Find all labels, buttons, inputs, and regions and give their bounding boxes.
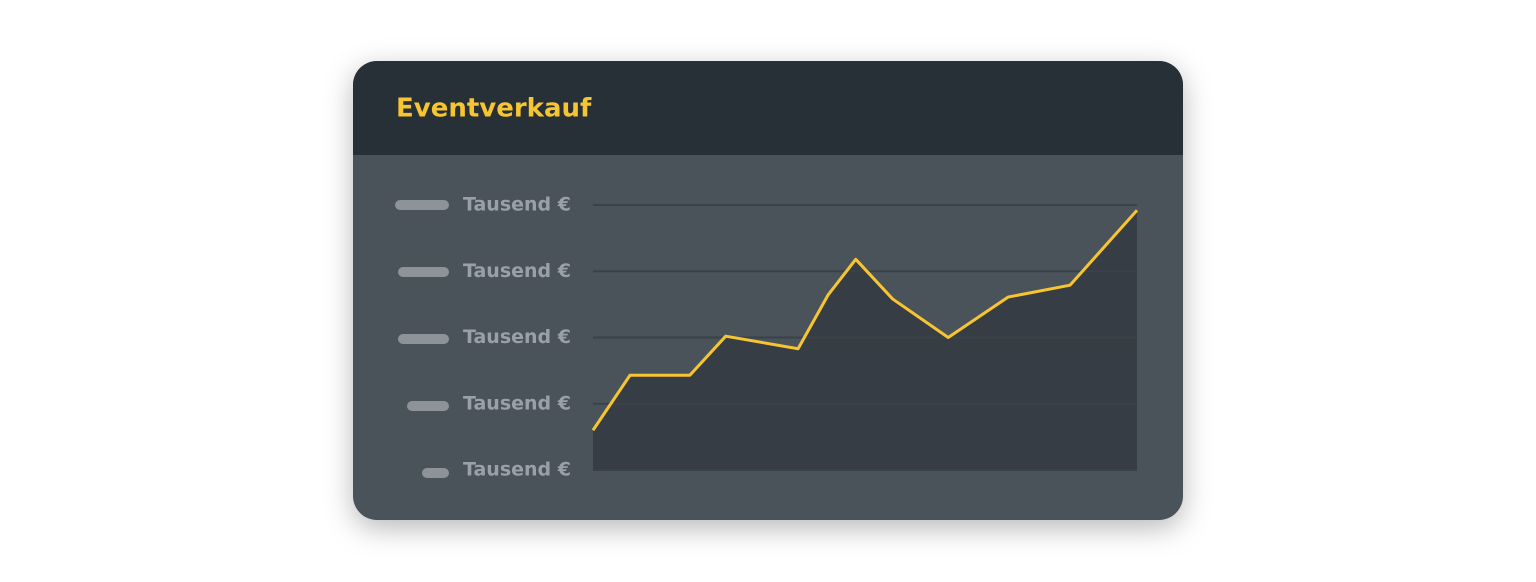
card-header	[353, 61, 1183, 155]
placeholder-pill	[398, 267, 449, 277]
placeholder-pill	[395, 200, 449, 210]
y-tick-label: Tausend €	[463, 326, 571, 348]
chart-title: Eventverkauf	[396, 94, 592, 124]
y-tick-label: Tausend €	[463, 260, 571, 282]
area	[593, 210, 1137, 471]
placeholders	[395, 200, 449, 478]
placeholder-pill	[398, 334, 449, 344]
y-tick-label: Tausend €	[463, 459, 571, 481]
y-tick-label: Tausend €	[463, 392, 571, 414]
placeholder-pill	[407, 401, 449, 411]
line	[591, 209, 1139, 432]
plot: Tausend € Tausend € Tausend € Tausend € Taus…	[463, 194, 1139, 481]
placeholder-pill	[422, 468, 449, 478]
y-tick-label: Tausend €	[463, 194, 571, 216]
